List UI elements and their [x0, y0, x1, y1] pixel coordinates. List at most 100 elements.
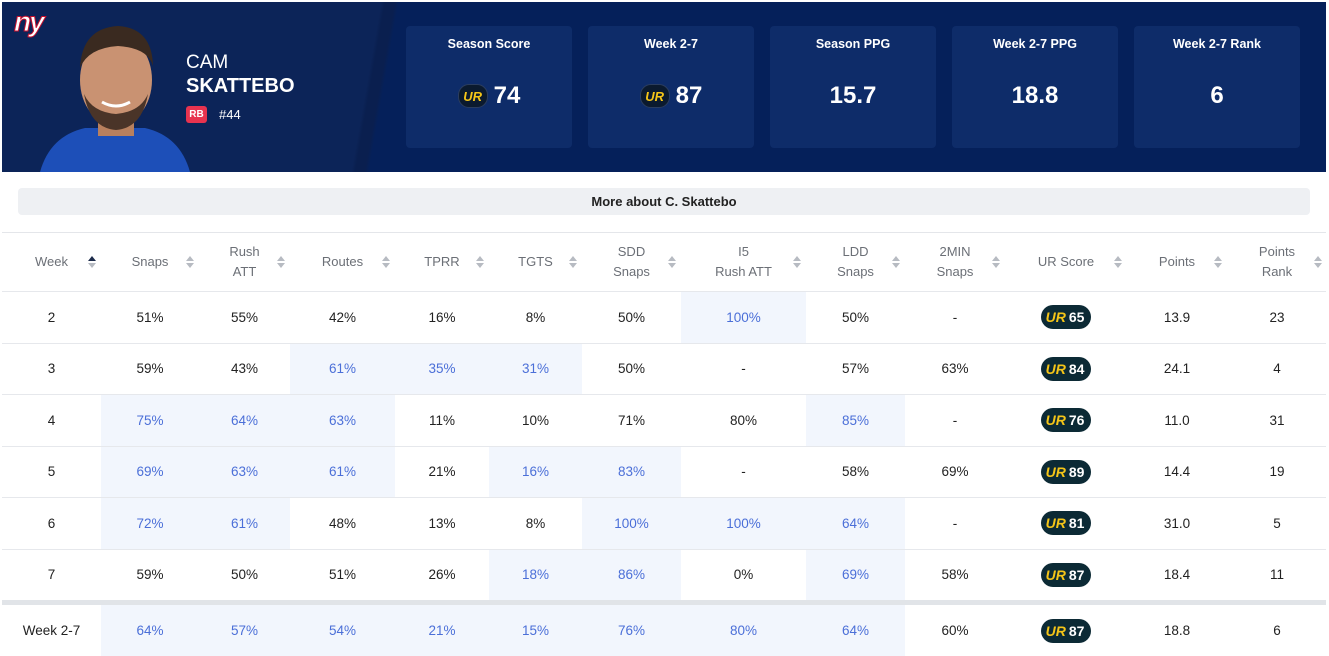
table-cell: 0%	[733, 567, 754, 583]
table-cell: -	[952, 309, 958, 325]
table-cell: 83%	[582, 446, 681, 497]
header-label: Routes	[321, 254, 364, 269]
header-label: TGTS	[518, 254, 553, 269]
player-photo	[40, 26, 190, 172]
ur-logo: UR	[1045, 566, 1066, 583]
sort-icon[interactable]	[476, 255, 484, 269]
sort-icon[interactable]	[793, 255, 801, 269]
table-cell: 3	[47, 361, 56, 377]
more-button[interactable]: More about C. Skattebo	[18, 188, 1310, 215]
row-border	[2, 445, 1326, 447]
sort-icon[interactable]	[88, 255, 96, 269]
table-cell: 76%	[582, 605, 681, 656]
sort-arrow	[88, 256, 96, 261]
sort-icon[interactable]	[382, 255, 390, 269]
column-header[interactable]: TPRR	[395, 233, 489, 291]
first-name: CAM	[186, 52, 229, 73]
sort-icon[interactable]	[1114, 255, 1122, 269]
table-cell: UR 65	[1005, 292, 1127, 343]
ur-score-pill: UR 76	[1040, 408, 1092, 433]
stat-card: Week 2-7 PPG 18.8	[952, 26, 1118, 148]
column-header[interactable]: Points	[1127, 233, 1227, 291]
table-cell: 23	[1269, 309, 1285, 325]
table-cell: 21%	[428, 464, 456, 480]
card-value: 6	[1210, 82, 1224, 109]
table-cell: 64%	[806, 498, 905, 549]
sort-arrow	[892, 263, 900, 268]
table-cell: UR 87	[1005, 605, 1127, 656]
header-label: SDD	[617, 244, 646, 259]
card-value-row: UR 87	[588, 80, 754, 112]
table-cell: 64%	[101, 605, 199, 656]
table-cell: 43%	[230, 361, 259, 377]
table-cell: 31.0	[1163, 515, 1191, 531]
table-cell: 100%	[582, 498, 681, 549]
card-label: Week 2-7 Rank	[1172, 37, 1261, 51]
card-value-row: 15.7	[770, 80, 936, 112]
sort-icon[interactable]	[668, 255, 676, 269]
column-header[interactable]: 2MIN Snaps	[905, 233, 1005, 291]
table-cell: 75%	[101, 395, 199, 446]
sort-arrow	[1214, 256, 1222, 261]
table-cell: 31%	[489, 343, 582, 394]
header-label: UR Score	[1037, 254, 1095, 269]
sort-arrow	[892, 256, 900, 261]
table-cell: -	[952, 412, 958, 428]
column-header[interactable]: Rush ATT	[199, 233, 290, 291]
column-header[interactable]: LDD Snaps	[806, 233, 905, 291]
table-cell: 58%	[941, 567, 969, 583]
position-badge: RB	[186, 106, 207, 123]
stat-card: Season PPG 15.7	[770, 26, 936, 148]
table-cell: 50%	[230, 567, 259, 583]
card-value: 15.7	[829, 82, 877, 109]
column-header[interactable]: Routes	[290, 233, 395, 291]
header-label: ATT	[232, 264, 257, 279]
ur-score-pill: UR 87	[1040, 562, 1092, 587]
table-cell: 63%	[290, 395, 395, 446]
sort-arrow	[1314, 263, 1322, 268]
header-label: Rush	[229, 244, 260, 259]
column-header[interactable]: Snaps	[101, 233, 199, 291]
header-label: Snaps	[613, 264, 650, 279]
sort-icon[interactable]	[1214, 255, 1222, 269]
sort-icon[interactable]	[277, 255, 285, 269]
table-cell: 61%	[290, 343, 395, 394]
sort-arrow	[382, 256, 390, 261]
column-header[interactable]: Week	[2, 233, 101, 291]
row-border	[2, 548, 1326, 550]
ur-score: 84	[1068, 360, 1085, 377]
sort-icon[interactable]	[892, 255, 900, 269]
stat-card: Week 2-7 UR 87	[588, 26, 754, 148]
table-cell: 7	[47, 567, 56, 583]
sort-icon[interactable]	[569, 255, 577, 269]
row-border	[2, 497, 1326, 498]
stats-table: Week Snaps Rush ATT Routes TPRR TGTS SDD Snaps I5…	[2, 232, 1326, 656]
card-value: 87	[675, 82, 703, 109]
table-cell: 63%	[941, 361, 969, 377]
column-header[interactable]: SDD Snaps	[582, 233, 681, 291]
table-cell: 18.8	[1163, 623, 1191, 638]
table-cell: 50%	[617, 309, 646, 325]
sort-icon[interactable]	[186, 255, 194, 269]
ur-logo: UR	[1045, 622, 1066, 639]
sort-arrow	[88, 263, 96, 268]
table-cell: 5	[1273, 515, 1281, 531]
table-cell: 63%	[199, 446, 290, 497]
table-cell: 51%	[136, 309, 164, 325]
column-header[interactable]: TGTS	[489, 233, 582, 291]
ur-score-pill: UR 84	[1040, 356, 1092, 381]
column-header[interactable]: UR Score	[1005, 233, 1127, 291]
sort-icon[interactable]	[1314, 255, 1322, 269]
table-cell: 16%	[489, 446, 582, 497]
column-header[interactable]: Points Rank	[1227, 233, 1327, 291]
table-cell: UR 87	[1005, 550, 1127, 601]
ur-score: 76	[1068, 412, 1085, 429]
column-header[interactable]: I5 Rush ATT	[681, 233, 806, 291]
sort-arrow	[186, 263, 194, 268]
player-header: ny CAM SKATTEBO RB #44 Season Score UR 74 W…	[2, 2, 1326, 172]
sort-icon[interactable]	[992, 255, 1000, 269]
stat-card: Season Score UR 74	[406, 26, 572, 148]
row-border	[2, 291, 1326, 292]
ur-score-pill: UR 87	[1040, 618, 1092, 643]
ur-score-pill: UR 65	[1040, 305, 1092, 330]
